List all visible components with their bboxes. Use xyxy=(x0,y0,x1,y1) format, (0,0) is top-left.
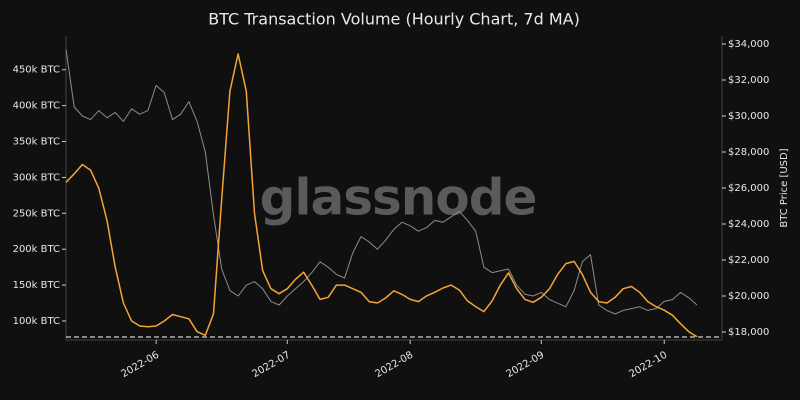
y-tick-label: 350k BTC xyxy=(13,137,60,148)
y2-tick-label: $20,000 xyxy=(728,291,769,302)
y2-tick-label: $32,000 xyxy=(728,75,769,86)
y2-axis-label: BTC Price [USD] xyxy=(779,148,790,227)
series-line xyxy=(65,53,698,338)
y-tick-label: 300k BTC xyxy=(13,172,60,183)
y2-tick-label: $24,000 xyxy=(728,219,769,230)
chart-title: BTC Transaction Volume (Hourly Chart, 7d… xyxy=(208,10,580,29)
x-tick-label: 2022-09 xyxy=(505,350,547,380)
y2-tick-label: $34,000 xyxy=(728,39,769,50)
y2-tick-label: $28,000 xyxy=(728,147,769,158)
y-tick-label: 150k BTC xyxy=(13,280,60,291)
y-tick-label: 250k BTC xyxy=(13,208,60,219)
y2-tick-label: $30,000 xyxy=(728,111,769,122)
y-tick-label: 100k BTC xyxy=(13,316,60,327)
series-line xyxy=(65,49,698,315)
x-tick-label: 2022-08 xyxy=(373,350,415,380)
y-tick-label: 200k BTC xyxy=(13,244,60,255)
x-tick-label: 2022-10 xyxy=(628,350,670,380)
y-tick-label: 450k BTC xyxy=(13,65,60,76)
x-tick-label: 2022-07 xyxy=(251,350,293,380)
y2-tick-label: $18,000 xyxy=(728,327,769,338)
watermark: glassnode xyxy=(260,169,537,227)
y-tick-label: 400k BTC xyxy=(13,101,60,112)
y2-tick-label: $22,000 xyxy=(728,255,769,266)
x-tick-label: 2022-06 xyxy=(119,350,161,380)
y2-tick-label: $26,000 xyxy=(728,183,769,194)
